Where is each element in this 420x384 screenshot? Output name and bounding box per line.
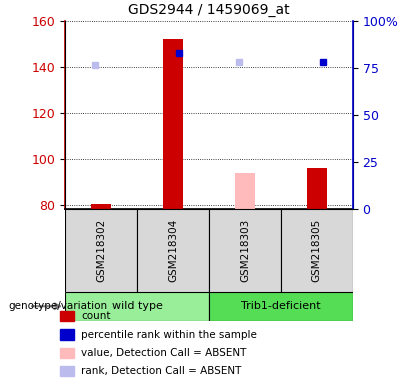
Text: wild type: wild type [112, 301, 163, 311]
Text: GSM218302: GSM218302 [96, 219, 106, 282]
Bar [60, 348, 74, 358]
Bar [137, 209, 209, 292]
Text: rank, Detection Call = ABSENT: rank, Detection Call = ABSENT [81, 366, 242, 376]
Bar [163, 40, 183, 209]
Bar [60, 366, 74, 376]
Bar [91, 204, 111, 209]
Bar [235, 172, 255, 209]
Bar [65, 209, 137, 292]
Text: GSM218304: GSM218304 [168, 219, 178, 282]
Bar [65, 292, 209, 321]
Text: count: count [81, 311, 111, 321]
Bar [307, 168, 327, 209]
Text: percentile rank within the sample: percentile rank within the sample [81, 329, 257, 339]
Bar [281, 209, 353, 292]
Bar [209, 292, 353, 321]
Text: Trib1-deficient: Trib1-deficient [241, 301, 321, 311]
Text: GSM218305: GSM218305 [312, 219, 322, 282]
Bar [209, 209, 281, 292]
Text: GSM218303: GSM218303 [240, 219, 250, 282]
Bar [60, 311, 74, 321]
Text: value, Detection Call = ABSENT: value, Detection Call = ABSENT [81, 348, 247, 358]
Text: genotype/variation: genotype/variation [8, 301, 108, 311]
Bar [60, 329, 74, 340]
Title: GDS2944 / 1459069_at: GDS2944 / 1459069_at [128, 3, 290, 17]
